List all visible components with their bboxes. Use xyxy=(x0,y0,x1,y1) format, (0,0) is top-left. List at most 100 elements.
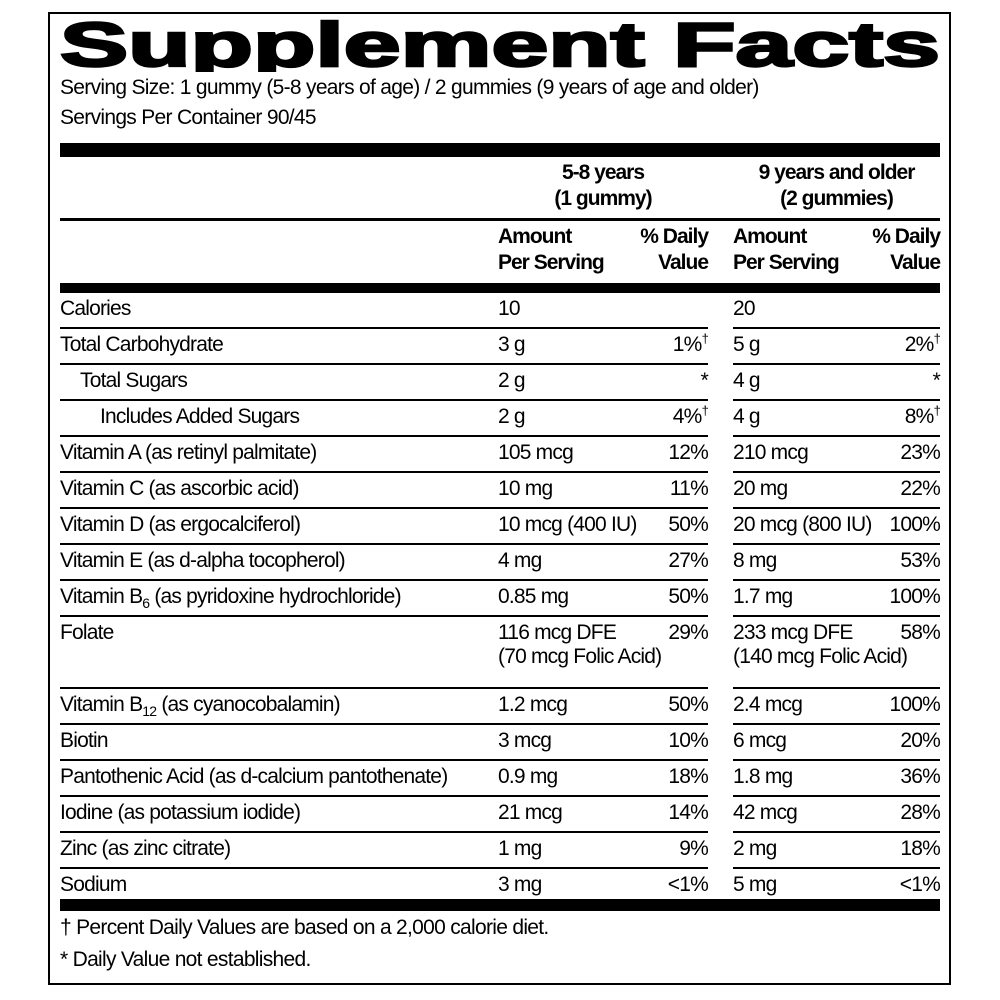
nutrient-label: Vitamin E (as d-alpha tocopherol) xyxy=(60,549,346,572)
dagger-mark: † xyxy=(701,403,709,418)
group-5-8: 5-8 years (1 gummy) xyxy=(554,161,652,210)
amount-value: 4 g xyxy=(733,369,761,392)
daily-value-5-8: 14% xyxy=(640,797,709,833)
amount-detail: (140 mcg Folic Acid) xyxy=(733,645,908,668)
nutrient-name: Vitamin E (as d-alpha tocopherol) xyxy=(60,545,498,581)
daily-value-9-plus: 22% xyxy=(870,473,941,509)
amount-9-plus: 233 mcg DFE (140 mcg Folic Acid) xyxy=(733,617,908,689)
dv-value: 100% xyxy=(889,693,940,716)
amount-value: 10 xyxy=(498,297,521,320)
column-gap xyxy=(708,797,733,833)
amount-9-plus: 210 mcg xyxy=(733,437,870,473)
amount-value: 3 mg xyxy=(498,873,542,896)
amount-header-1: Amount Per Serving xyxy=(498,225,605,274)
column-gap xyxy=(708,437,733,473)
amount-5-8: 10 mcg (400 IU) xyxy=(498,509,640,545)
amount-value: 233 mcg DFE xyxy=(733,621,853,644)
amount-9-plus: 5 g xyxy=(733,329,870,365)
amount-9-plus: 42 mcg xyxy=(733,797,870,833)
amount-9-plus: 20 mg xyxy=(733,473,870,509)
column-gap xyxy=(708,545,733,581)
amount-9-plus: 6 mcg xyxy=(733,725,870,761)
subscript: 12 xyxy=(142,703,157,719)
nutrient-label: Iodine (as potassium iodide) xyxy=(60,801,301,824)
divider xyxy=(60,218,940,221)
nutrient-label: Total Sugars xyxy=(80,369,188,392)
dv-value: <1% xyxy=(667,873,709,896)
daily-value-5-8: 18% xyxy=(640,761,709,797)
amount-header-2: Amount Per Serving xyxy=(733,225,840,274)
nutrient-label: Vitamin A (as retinyl palmitate) xyxy=(60,441,317,464)
group-header-row: 5-8 years (1 gummy) 9 years and older (2… xyxy=(60,160,940,212)
svg-text:Supplement Facts: Supplement Facts xyxy=(60,16,940,72)
dv-value: 2% xyxy=(904,333,935,356)
dv-value: 50% xyxy=(668,585,708,608)
dv-value: 8% xyxy=(904,405,935,428)
table-row: Calories 10 20 xyxy=(60,293,940,329)
daily-value-9-plus: 8%† xyxy=(870,401,941,437)
amount-value: 1 mg xyxy=(498,837,542,860)
amount-5-8: 116 mcg DFE (70 mcg Folic Acid) xyxy=(498,617,662,689)
amount-value: 2 g xyxy=(498,369,526,392)
dv-value: * xyxy=(932,369,941,392)
amount-5-8: 3 mcg xyxy=(498,725,640,761)
dv-value: 9% xyxy=(679,837,709,860)
daily-value-9-plus xyxy=(870,293,940,329)
column-gap xyxy=(708,617,733,689)
thick-divider xyxy=(60,283,940,293)
subscript: 6 xyxy=(142,595,150,611)
daily-value-9-plus: 28% xyxy=(870,797,941,833)
amount-9-plus: 5 mg xyxy=(733,869,870,905)
amount-9-plus: 20 xyxy=(733,293,870,329)
column-gap xyxy=(708,689,733,725)
nutrient-name: Vitamin D (as ergocalciferol) xyxy=(60,509,498,545)
footnote-not-established: * Daily Value not established. xyxy=(60,948,311,971)
table-row: Vitamin D (as ergocalciferol) 10 mcg (400… xyxy=(60,509,941,545)
column-gap xyxy=(708,761,733,797)
table-row: Total Carbohydrate 3 g 1%† 5 g 2%† xyxy=(60,329,941,365)
nutrient-name: Vitamin B12 (as cyanocobalamin) xyxy=(60,689,498,725)
daily-value-9-plus: 100% xyxy=(870,509,941,545)
amount-5-8: 10 xyxy=(498,293,640,329)
nutrient-name: Vitamin C (as ascorbic acid) xyxy=(60,473,498,509)
table-row: Vitamin A (as retinyl palmitate) 105 mcg 1… xyxy=(60,437,941,473)
table-row: Vitamin B6 (as pyridoxine hydrochloride)… xyxy=(60,581,941,617)
table-row: Iodine (as potassium iodide) 21 mcg 14% 42 … xyxy=(60,797,941,833)
daily-value-5-8 xyxy=(640,293,708,329)
dv-value: 58% xyxy=(900,621,940,644)
daily-value-9-plus: 100% xyxy=(870,581,941,617)
thick-divider xyxy=(60,899,940,911)
dv-value: 50% xyxy=(668,513,708,536)
table-row: Folate 116 mcg DFE (70 mcg Folic Acid) 29% 2… xyxy=(60,617,941,689)
table-row: Total Sugars 2 g * 4 g * xyxy=(60,365,941,401)
amount-value: 6 mcg xyxy=(733,729,787,752)
column-gap xyxy=(708,365,733,401)
column-header-row: Amount Per Serving % Daily Value Amount Per… xyxy=(60,224,941,276)
amount-5-8: 4 mg xyxy=(498,545,640,581)
serving-size: Serving Size: 1 gummy (5-8 years of age)… xyxy=(60,76,759,99)
nutrient-name: Calories xyxy=(60,293,498,329)
daily-value-9-plus: 53% xyxy=(870,545,941,581)
amount-5-8: 105 mcg xyxy=(498,437,640,473)
amount-value: 210 mcg xyxy=(733,441,809,464)
dv-value: 20% xyxy=(900,729,940,752)
daily-value-5-8: 11% xyxy=(640,473,709,509)
dagger-mark: † xyxy=(933,331,941,346)
amount-value: 1.7 mg xyxy=(733,585,793,608)
nutrient-name: Total Carbohydrate xyxy=(60,329,498,365)
nutrient-name: Folate xyxy=(60,617,498,689)
column-gap xyxy=(708,329,733,365)
column-gap xyxy=(708,401,733,437)
dv-value: 53% xyxy=(900,549,940,572)
column-gap xyxy=(708,293,733,329)
amount-value: 3 g xyxy=(498,333,526,356)
amount-value: 4 g xyxy=(733,405,761,428)
table-row: Biotin 3 mcg 10% 6 mcg 20% xyxy=(60,725,941,761)
dv-value: 12% xyxy=(668,441,708,464)
amount-value: 42 mcg xyxy=(733,801,798,824)
amount-9-plus: 1.8 mg xyxy=(733,761,870,797)
nutrient-label: Biotin xyxy=(60,729,109,752)
table-row: Zinc (as zinc citrate) 1 mg 9% 2 mg 18% xyxy=(60,833,941,869)
dv-value: 100% xyxy=(889,513,940,536)
amount-5-8: 10 mg xyxy=(498,473,640,509)
